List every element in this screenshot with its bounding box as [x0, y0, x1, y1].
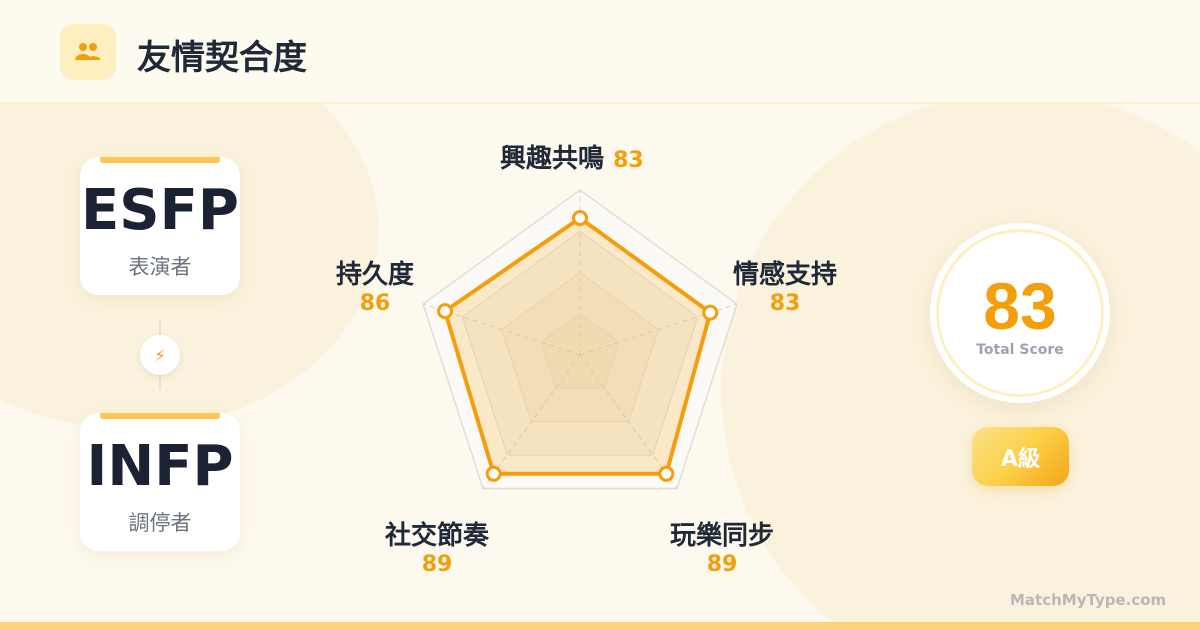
watermark: MatchMyType.com — [1010, 591, 1167, 609]
axis-label-4: 持久度 86 — [330, 254, 420, 316]
total-score-value: 83 — [983, 269, 1057, 343]
axis-label-0: 興趣共鳴 83 — [500, 138, 644, 175]
data-point — [572, 210, 588, 227]
header: 友情契合度 — [0, 0, 1200, 104]
type-nickname: 調停者 — [128, 511, 192, 535]
mbti-type: ESFP — [81, 178, 239, 243]
total-score-circle: 83 Total Score — [930, 223, 1110, 403]
page-title: 友情契合度 — [137, 38, 307, 78]
data-point — [437, 303, 454, 320]
value-label: 86 — [359, 291, 391, 316]
axis-spoke — [579, 354, 678, 489]
axis-label-1: 情感支持 83 — [725, 254, 845, 316]
type-nickname: 表演者 — [128, 255, 192, 279]
value-label: 83 — [769, 291, 801, 316]
category-label: 玩樂同步 — [669, 521, 774, 551]
category-label: 情感支持 — [732, 260, 837, 290]
series-area — [443, 216, 713, 476]
bottom-bar — [0, 622, 1200, 630]
grid-ring — [500, 271, 660, 423]
value-label: 89 — [421, 552, 453, 577]
data-point — [702, 304, 719, 321]
axis-spoke — [482, 354, 581, 489]
lightning-icon: ⚡ — [140, 335, 180, 375]
data-point — [485, 465, 502, 482]
total-score-label: Total Score — [976, 342, 1064, 358]
people-icon — [60, 24, 116, 80]
card-accent-bar — [100, 413, 220, 419]
value-label: 83 — [613, 148, 644, 173]
type-card-2: INFP 調停者 — [80, 413, 240, 551]
category-label: 興趣共鳴 — [500, 144, 605, 174]
category-label: 社交節奏 — [384, 521, 489, 551]
type-card-1: ESFP 表演者 — [80, 157, 240, 295]
mbti-type: INFP — [86, 434, 234, 499]
card-accent-bar — [100, 157, 220, 163]
value-label: 89 — [706, 552, 738, 577]
grade-badge: A級 — [972, 427, 1069, 486]
data-point — [658, 465, 675, 482]
axis-label-3: 社交節奏 89 — [377, 515, 497, 577]
axis-label-2: 玩樂同步 89 — [662, 515, 782, 577]
grid-ring — [422, 189, 738, 490]
category-label: 持久度 — [335, 260, 414, 290]
